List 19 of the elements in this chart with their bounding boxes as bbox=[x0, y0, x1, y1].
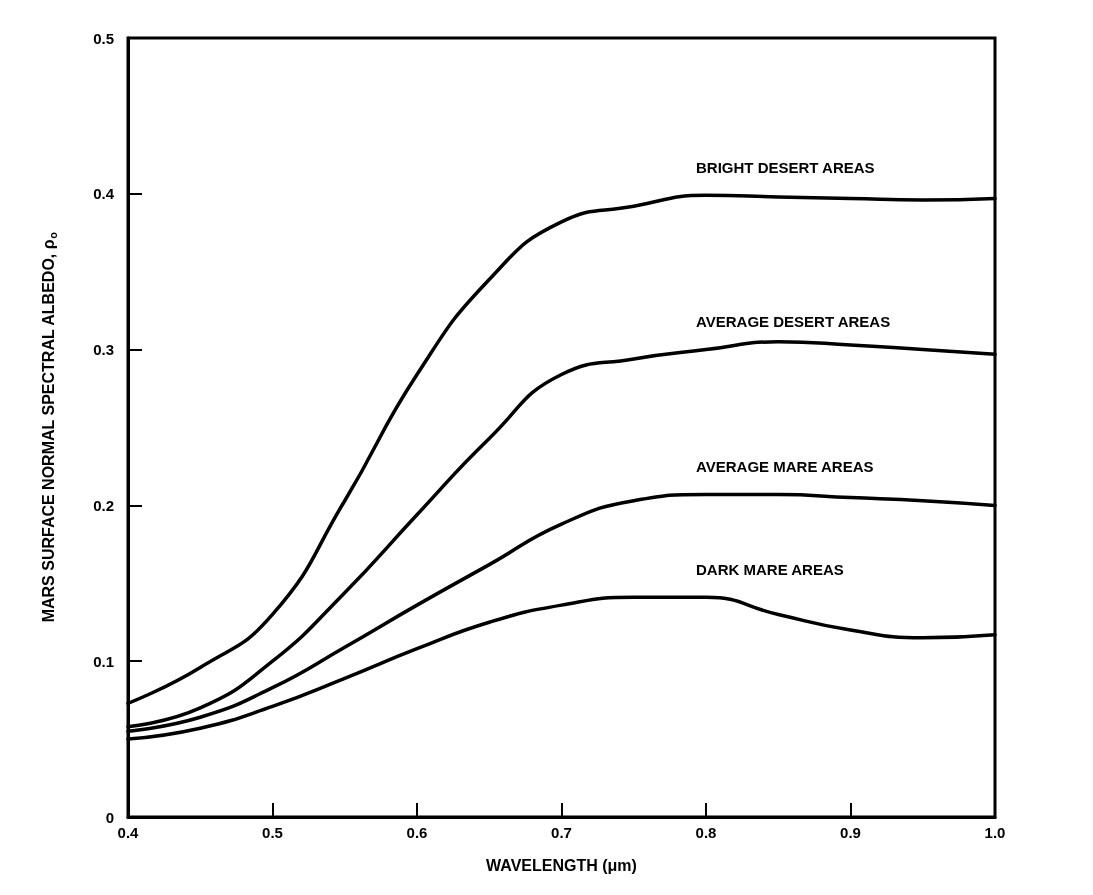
y-tick-label: 0.3 bbox=[93, 341, 114, 359]
x-tick-label: 0.6 bbox=[406, 824, 428, 841]
x-tick-label: 0.5 bbox=[262, 824, 283, 841]
series-label: DARK MARE AREAS bbox=[696, 560, 844, 578]
y-tick-label: 0.4 bbox=[93, 185, 115, 203]
series-label: AVERAGE DESERT AREAS bbox=[696, 313, 891, 331]
y-tick-label: 0.2 bbox=[93, 496, 114, 514]
y-tick-label: 0.1 bbox=[93, 652, 114, 670]
x-tick-label: 1.0 bbox=[984, 824, 1006, 841]
y-tick-label: 0.5 bbox=[93, 29, 114, 47]
series-label: BRIGHT DESERT AREAS bbox=[696, 158, 875, 176]
x-tick-label: 0.8 bbox=[695, 824, 717, 841]
y-tick-label: 0 bbox=[105, 808, 114, 826]
x-tick-label: 0.9 bbox=[840, 824, 861, 841]
x-tick-label: 0.4 bbox=[117, 824, 140, 841]
x-tick-label: 0.7 bbox=[551, 824, 572, 841]
x-axis-title: WAVELENGTH (μm) bbox=[486, 856, 637, 874]
y-axis-title: MARS SURFACE NORMAL SPECTRAL ALBEDO, ρo bbox=[40, 231, 59, 623]
series-label: AVERAGE MARE AREAS bbox=[696, 457, 874, 475]
